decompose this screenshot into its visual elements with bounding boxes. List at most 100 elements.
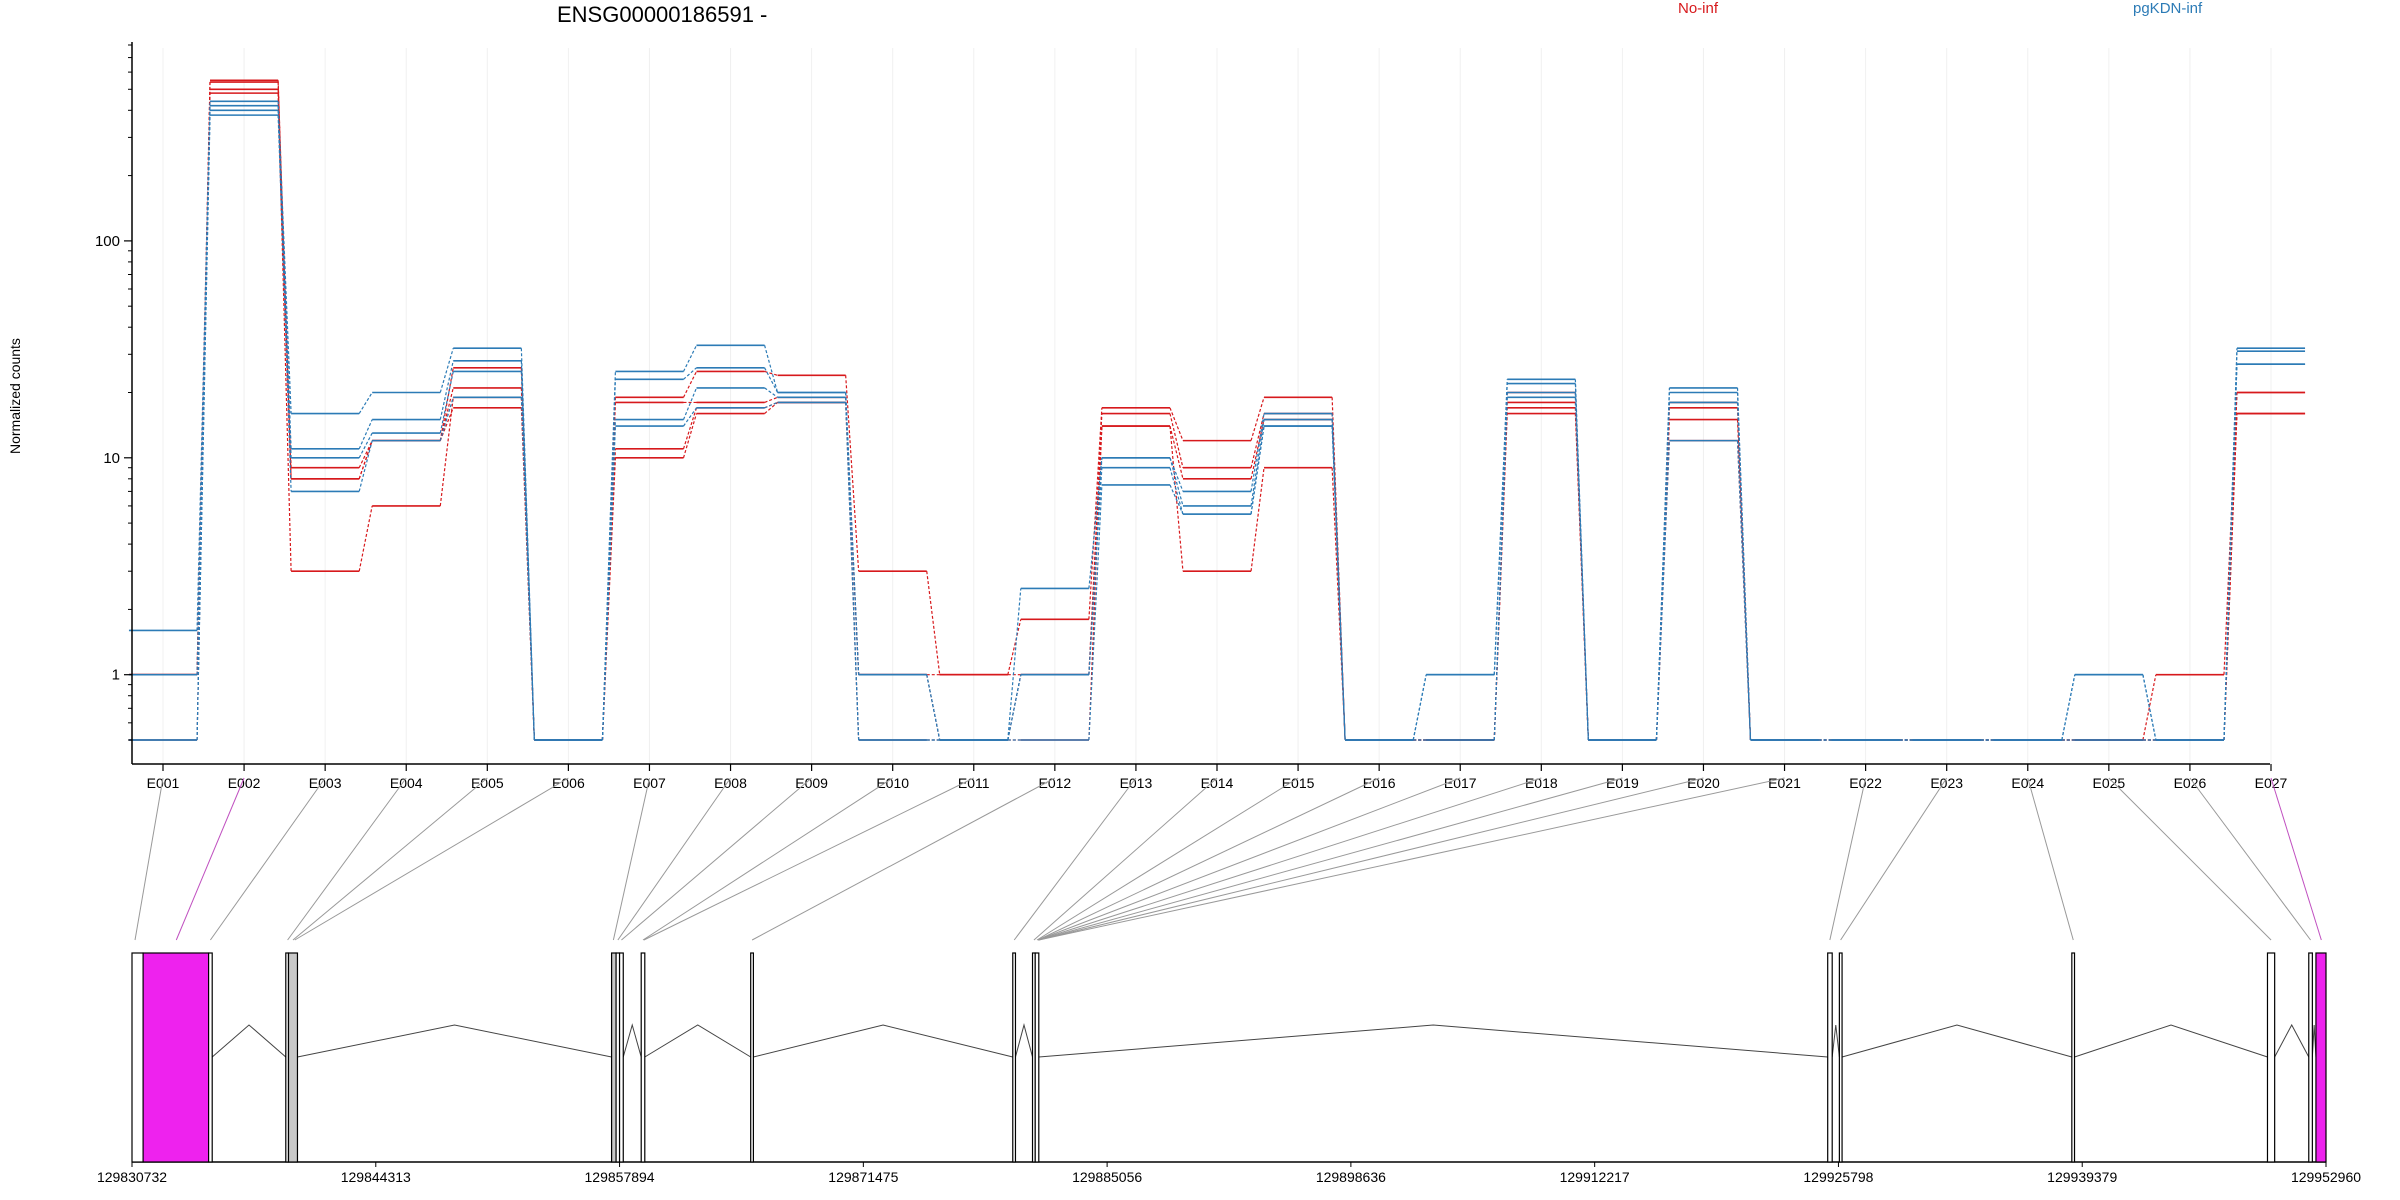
x-tick-label: E027: [2255, 775, 2288, 791]
intron-line: [2075, 1025, 2268, 1057]
series-connector: [359, 506, 372, 571]
series-connector: [765, 388, 778, 397]
exon-connector: [135, 778, 163, 940]
coordinate-label: 129912217: [1560, 1169, 1630, 1185]
exon-box: [143, 953, 209, 1162]
x-tick-label: E008: [714, 775, 747, 791]
intron-line: [753, 1025, 1012, 1057]
series-connector: [765, 397, 778, 402]
intron-line: [623, 1025, 641, 1057]
series-connector: [684, 345, 697, 371]
axes: 110100E001 E002 E003 E004 E005 E006 E007 E008 E0…: [95, 42, 2288, 791]
exon-connector: [210, 778, 325, 940]
intron-line: [2275, 1025, 2309, 1057]
x-tick-label: E003: [309, 775, 342, 791]
exon-connector: [2190, 778, 2311, 940]
exon-connector: [752, 778, 1055, 940]
series-connector: [684, 371, 697, 397]
series-connector: [1332, 426, 1345, 740]
exon-connector: [643, 778, 893, 940]
intron-line: [645, 1025, 751, 1057]
coordinate-label: 129939379: [2047, 1169, 2117, 1185]
series-connector: [1413, 675, 1426, 740]
series-connector: [1251, 420, 1264, 506]
series-connector: [1170, 414, 1183, 468]
exon-connector: [613, 778, 649, 940]
coordinate-label: 129857894: [585, 1169, 655, 1185]
exon-box: [1839, 953, 1842, 1162]
exon-box: [2072, 953, 2075, 1162]
series-connector: [197, 82, 210, 740]
x-tick-label: E012: [1038, 775, 1071, 791]
series-connector: [278, 93, 291, 571]
x-tick-label: E026: [2174, 775, 2207, 791]
exon-box: [209, 953, 213, 1162]
coordinate-label: 129885056: [1072, 1169, 1142, 1185]
series-connector: [1008, 675, 1021, 740]
exon-connector: [1039, 778, 1704, 940]
exon-connector: [1037, 778, 1298, 940]
x-tick-label: E013: [1120, 775, 1153, 791]
series-connector: [359, 441, 372, 492]
exon-connector: [2109, 778, 2271, 940]
series-connector: [1656, 441, 1669, 740]
x-tick-label: E010: [876, 775, 909, 791]
series-connector: [765, 402, 778, 407]
x-tick-label: E004: [390, 775, 423, 791]
exon-connector: [1038, 778, 1541, 940]
x-tick-label: E024: [2011, 775, 2044, 791]
exon-connector: [2271, 778, 2321, 940]
series-connector: [765, 371, 778, 375]
x-tick-label: E002: [228, 775, 261, 791]
intron-line: [1015, 1025, 1032, 1057]
series-connector: [1575, 397, 1588, 740]
exon-connector: [1039, 778, 1785, 940]
series-connector: [1251, 468, 1264, 571]
exon-box: [2316, 953, 2326, 1162]
series-connector: [927, 675, 940, 740]
series-connector: [1251, 426, 1264, 514]
exon-box: [132, 953, 143, 1162]
intron-line: [1039, 1025, 1828, 1057]
series-connector: [765, 402, 778, 413]
intron-line: [212, 1025, 286, 1057]
x-tick-label: E020: [1687, 775, 1720, 791]
x-tick-label: E022: [1849, 775, 1882, 791]
exon-connector: [1830, 778, 1866, 940]
x-tick-label: E023: [1930, 775, 1963, 791]
series-connector: [602, 426, 615, 740]
series-connector: [359, 393, 372, 414]
exon-box: [1828, 953, 1832, 1162]
series-connector: [846, 402, 859, 740]
coordinate-label: 129844313: [341, 1169, 411, 1185]
exon-box: [2309, 953, 2313, 1162]
exon-connectors: [135, 778, 2321, 940]
exon-connector: [176, 778, 244, 940]
y-tick-label: 100: [95, 233, 120, 250]
intron-line: [297, 1025, 611, 1057]
x-tick-label: E001: [147, 775, 180, 791]
series-connector: [602, 379, 615, 740]
series-connector: [278, 115, 291, 491]
series-connector: [927, 571, 940, 674]
series-connector: [1494, 384, 1507, 675]
x-tick-label: E019: [1606, 775, 1639, 791]
exon-box: [1013, 953, 1016, 1162]
coordinate-label: 129952960: [2291, 1169, 2361, 1185]
x-tick-label: E025: [2092, 775, 2125, 791]
series-connector: [1008, 619, 1021, 674]
exon-connector: [1841, 778, 1947, 940]
x-tick-label: E007: [633, 775, 666, 791]
exon-box: [288, 953, 297, 1162]
y-tick-label: 1: [112, 667, 120, 684]
y-tick-label: 10: [103, 450, 120, 467]
coordinate-label: 129830732: [97, 1169, 167, 1185]
intron-line: [1842, 1025, 2072, 1057]
exon-connector: [1038, 778, 1460, 940]
exon-box: [641, 953, 645, 1162]
series-connector: [684, 368, 697, 380]
gene-model: 129830732 129844313 129857894 129871475 1298…: [97, 953, 2361, 1185]
grid-lines: [163, 48, 2271, 764]
x-tick-label: E005: [471, 775, 504, 791]
